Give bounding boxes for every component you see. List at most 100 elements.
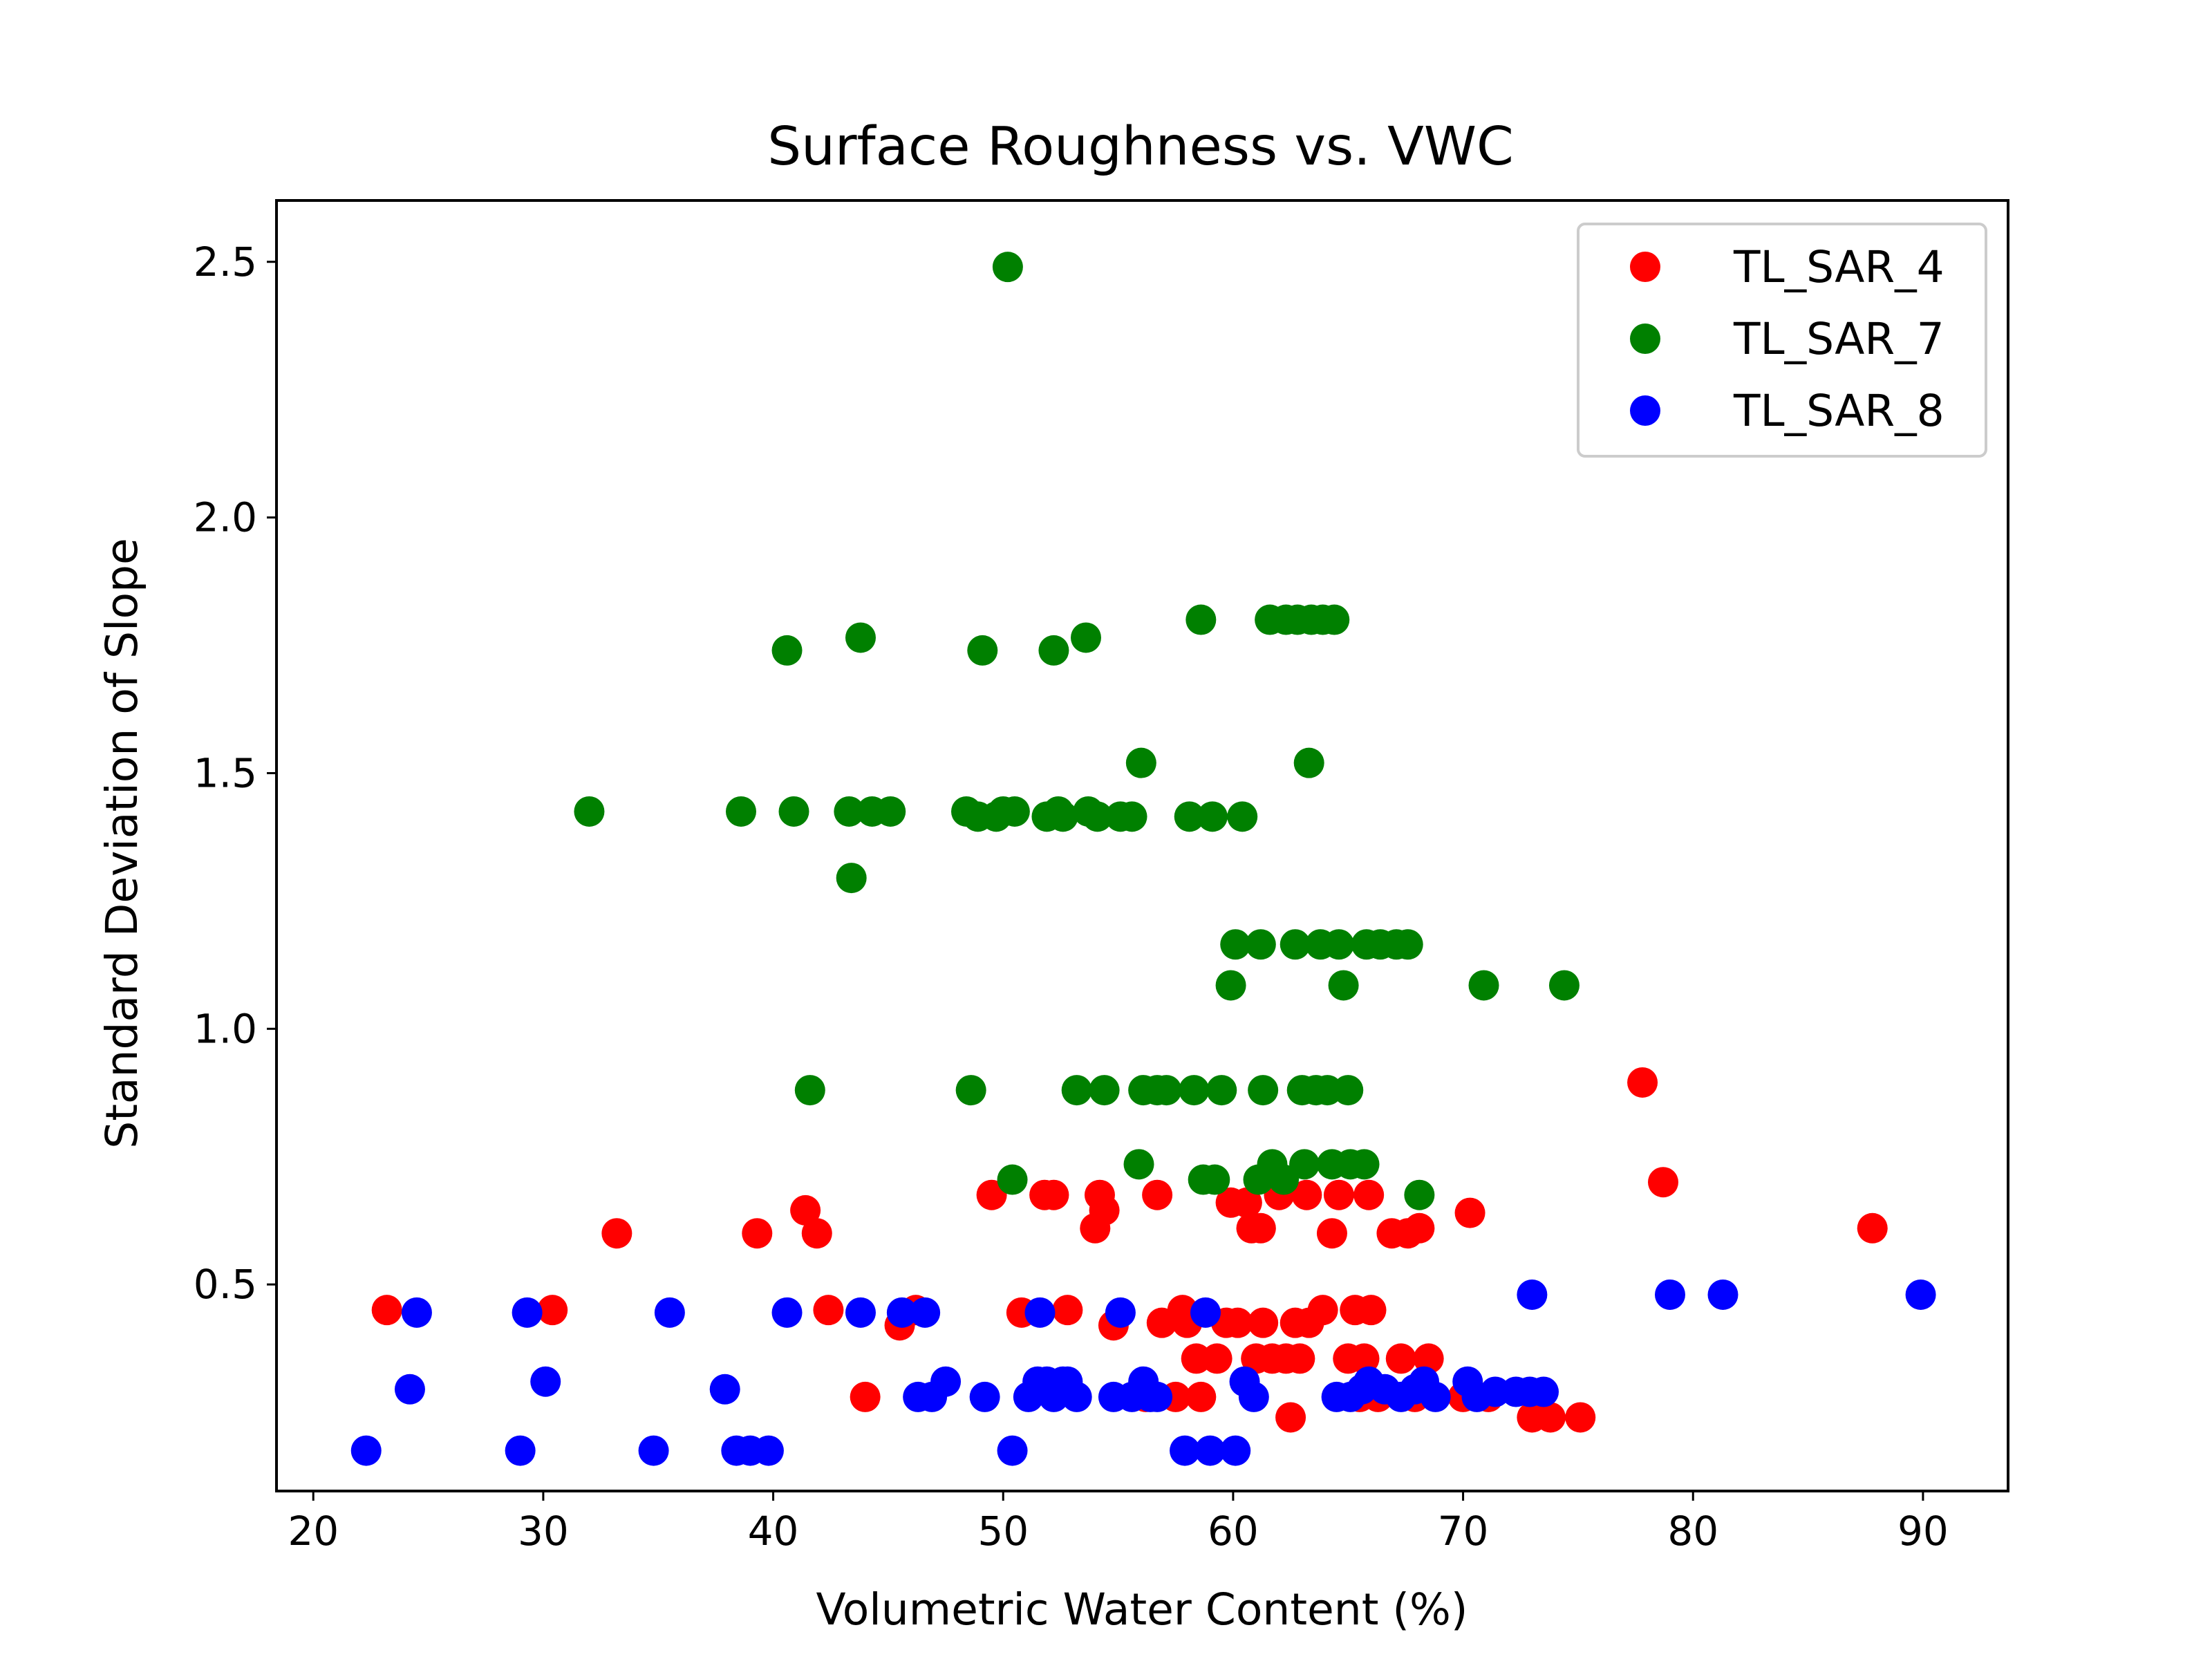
data-point: [1284, 1343, 1315, 1374]
data-point: [1528, 1376, 1559, 1407]
data-point: [1248, 1307, 1279, 1338]
data-point: [1468, 970, 1499, 1001]
data-point: [401, 1297, 432, 1328]
chart-title: Surface Roughness vs. VWC: [767, 116, 1514, 178]
data-point: [371, 1295, 402, 1326]
data-point: [1024, 1297, 1056, 1328]
data-point: [1454, 1197, 1485, 1228]
data-point: [1328, 970, 1359, 1001]
data-point: [1275, 1402, 1306, 1433]
data-point: [1647, 1167, 1678, 1198]
data-point: [1404, 1212, 1435, 1244]
data-point: [1038, 1179, 1069, 1210]
data-point: [1517, 1279, 1548, 1310]
data-point: [1227, 801, 1258, 832]
data-point: [1307, 1295, 1338, 1326]
data-point: [1194, 1435, 1226, 1466]
series-tl-sar-8: [350, 1279, 1936, 1466]
legend-label: TL_SAR_8: [1733, 386, 1944, 436]
y-tick-label: 2.0: [194, 494, 257, 541]
data-point: [1905, 1279, 1936, 1310]
data-point: [709, 1374, 740, 1405]
data-point: [530, 1366, 561, 1397]
data-point: [1125, 747, 1156, 778]
data-point: [394, 1374, 425, 1405]
data-point: [1082, 801, 1113, 832]
data-point: [771, 1297, 803, 1328]
data-point: [1316, 1218, 1347, 1249]
y-tick-label: 0.5: [194, 1261, 257, 1308]
data-point: [1654, 1279, 1685, 1310]
data-point: [999, 796, 1030, 827]
data-point: [1319, 604, 1350, 635]
data-point: [778, 796, 809, 827]
data-point: [1333, 1075, 1364, 1106]
series-tl-sar-7: [574, 252, 1580, 1210]
data-point: [1420, 1381, 1451, 1412]
data-point: [1349, 1149, 1380, 1180]
data-point: [1061, 1075, 1092, 1106]
data-point: [997, 1435, 1028, 1466]
data-point: [836, 863, 867, 894]
data-point: [654, 1297, 685, 1328]
data-point: [1190, 1297, 1221, 1328]
data-point: [1293, 747, 1324, 778]
data-point: [801, 1218, 832, 1249]
data-point: [969, 1381, 1000, 1412]
data-point: [1179, 1075, 1210, 1106]
data-point: [850, 1381, 881, 1412]
legend-marker: [1630, 252, 1660, 282]
data-point: [1142, 1381, 1173, 1412]
legend-marker: [1630, 395, 1660, 426]
y-tick-label: 1.0: [194, 1005, 257, 1052]
data-point: [753, 1435, 784, 1466]
data-point: [1089, 1075, 1120, 1106]
data-point: [1061, 1381, 1092, 1412]
data-point: [1220, 929, 1251, 960]
data-point: [1070, 622, 1101, 653]
data-point: [1151, 1075, 1182, 1106]
x-axis-label: Volumetric Water Content (%): [816, 1584, 1468, 1635]
data-point: [1707, 1279, 1738, 1310]
data-point: [505, 1435, 536, 1466]
data-point: [1174, 801, 1205, 832]
data-point: [967, 635, 998, 666]
data-point: [1535, 1402, 1566, 1433]
data-point: [875, 796, 906, 827]
data-point: [574, 796, 605, 827]
data-point: [638, 1435, 669, 1466]
x-tick-label: 70: [1438, 1508, 1489, 1555]
y-axis-label: Standard Deviation of Slope: [97, 538, 147, 1149]
data-point: [1289, 1149, 1320, 1180]
data-point: [930, 1366, 962, 1397]
data-point: [1215, 970, 1246, 1001]
data-point: [1356, 1295, 1387, 1326]
data-point: [1038, 635, 1069, 666]
x-tick-label: 40: [748, 1508, 799, 1555]
data-point: [1116, 801, 1147, 832]
data-point: [1047, 801, 1078, 832]
legend-box: [1577, 223, 1987, 458]
legend: TL_SAR_4 TL_SAR_7 TL_SAR_8: [1577, 223, 1987, 458]
x-tick-label: 80: [1667, 1508, 1718, 1555]
data-point: [1627, 1067, 1658, 1098]
data-point: [1170, 1435, 1201, 1466]
data-point: [1185, 604, 1217, 635]
data-point: [1404, 1179, 1435, 1210]
data-point: [1222, 1307, 1253, 1338]
data-point: [1248, 1075, 1279, 1106]
data-point: [1291, 1179, 1322, 1210]
data-point: [1238, 1381, 1269, 1412]
data-points: [350, 252, 1936, 1466]
data-point: [1413, 1343, 1444, 1374]
data-point: [1392, 929, 1423, 960]
data-point: [794, 1075, 825, 1106]
x-tick-label: 30: [518, 1508, 569, 1555]
data-point: [1123, 1149, 1154, 1180]
y-axis: 0.5 1.0 1.5 2.0 2.5: [194, 238, 276, 1308]
data-point: [1548, 970, 1580, 1001]
data-point: [845, 1297, 876, 1328]
legend-label: TL_SAR_4: [1733, 242, 1944, 292]
data-point: [1323, 1179, 1354, 1210]
x-tick-label: 20: [288, 1508, 339, 1555]
